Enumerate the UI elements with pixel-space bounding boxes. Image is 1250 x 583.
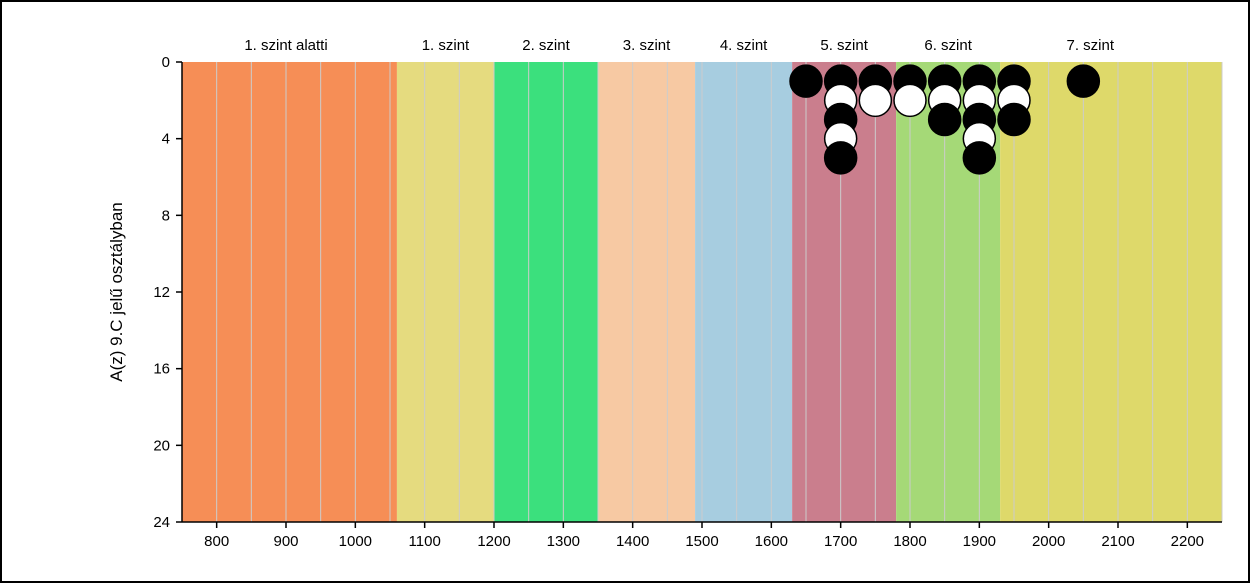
level-band [598, 62, 695, 522]
data-point [998, 104, 1030, 136]
y-tick-label: 0 [162, 54, 170, 71]
band-label: 1. szint [422, 37, 470, 54]
band-label: 4. szint [720, 37, 768, 54]
band-label: 6. szint [924, 37, 972, 54]
data-point [929, 104, 961, 136]
data-point [825, 142, 857, 174]
x-tick-label: 1200 [477, 533, 510, 550]
chart-svg: 800 900 1000 1100 1200 1300 1400 1500 1600 1700 18… [2, 2, 1248, 581]
band-label: 5. szint [820, 37, 868, 54]
y-tick-label: 20 [153, 437, 170, 454]
x-tick-label: 1100 [409, 533, 441, 550]
y-tick-label: 8 [162, 207, 170, 224]
x-tick-label: 1900 [963, 533, 996, 550]
x-tick-label: 1700 [824, 533, 857, 550]
x-tick-label: 900 [273, 533, 298, 550]
x-tick-label: 1500 [685, 533, 718, 550]
x-tick-label: 1300 [547, 533, 580, 550]
y-axis-label: A(z) 9.C jelű osztályban [107, 202, 126, 382]
y-tick-label: 16 [153, 361, 170, 378]
x-tick-label: 1800 [893, 533, 926, 550]
data-point [1067, 65, 1099, 97]
x-tick-label: 2200 [1171, 533, 1204, 550]
data-point [859, 84, 891, 116]
level-band [695, 62, 792, 522]
band-label: 2. szint [522, 37, 570, 54]
y-tick-label: 12 [153, 284, 170, 301]
band-label: 1. szint alatti [244, 37, 327, 54]
band-label: 3. szint [623, 37, 671, 54]
x-tick-label: 2000 [1032, 533, 1065, 550]
level-band [1000, 62, 1222, 522]
band-label: 7. szint [1067, 37, 1115, 54]
chart-frame: 800 900 1000 1100 1200 1300 1400 1500 1600 1700 18… [0, 0, 1250, 583]
x-tick-label: 800 [204, 533, 229, 550]
data-point [894, 84, 926, 116]
x-tick-label: 2100 [1101, 533, 1134, 550]
x-tick-label: 1600 [755, 533, 788, 550]
y-tick-label: 4 [162, 131, 170, 148]
level-band [494, 62, 598, 522]
x-tick-label: 1000 [339, 533, 372, 550]
data-point [963, 142, 995, 174]
data-point [790, 65, 822, 97]
level-band [182, 62, 397, 522]
x-tick-label: 1400 [616, 533, 649, 550]
level-band [397, 62, 494, 522]
y-tick-label: 24 [153, 514, 170, 531]
